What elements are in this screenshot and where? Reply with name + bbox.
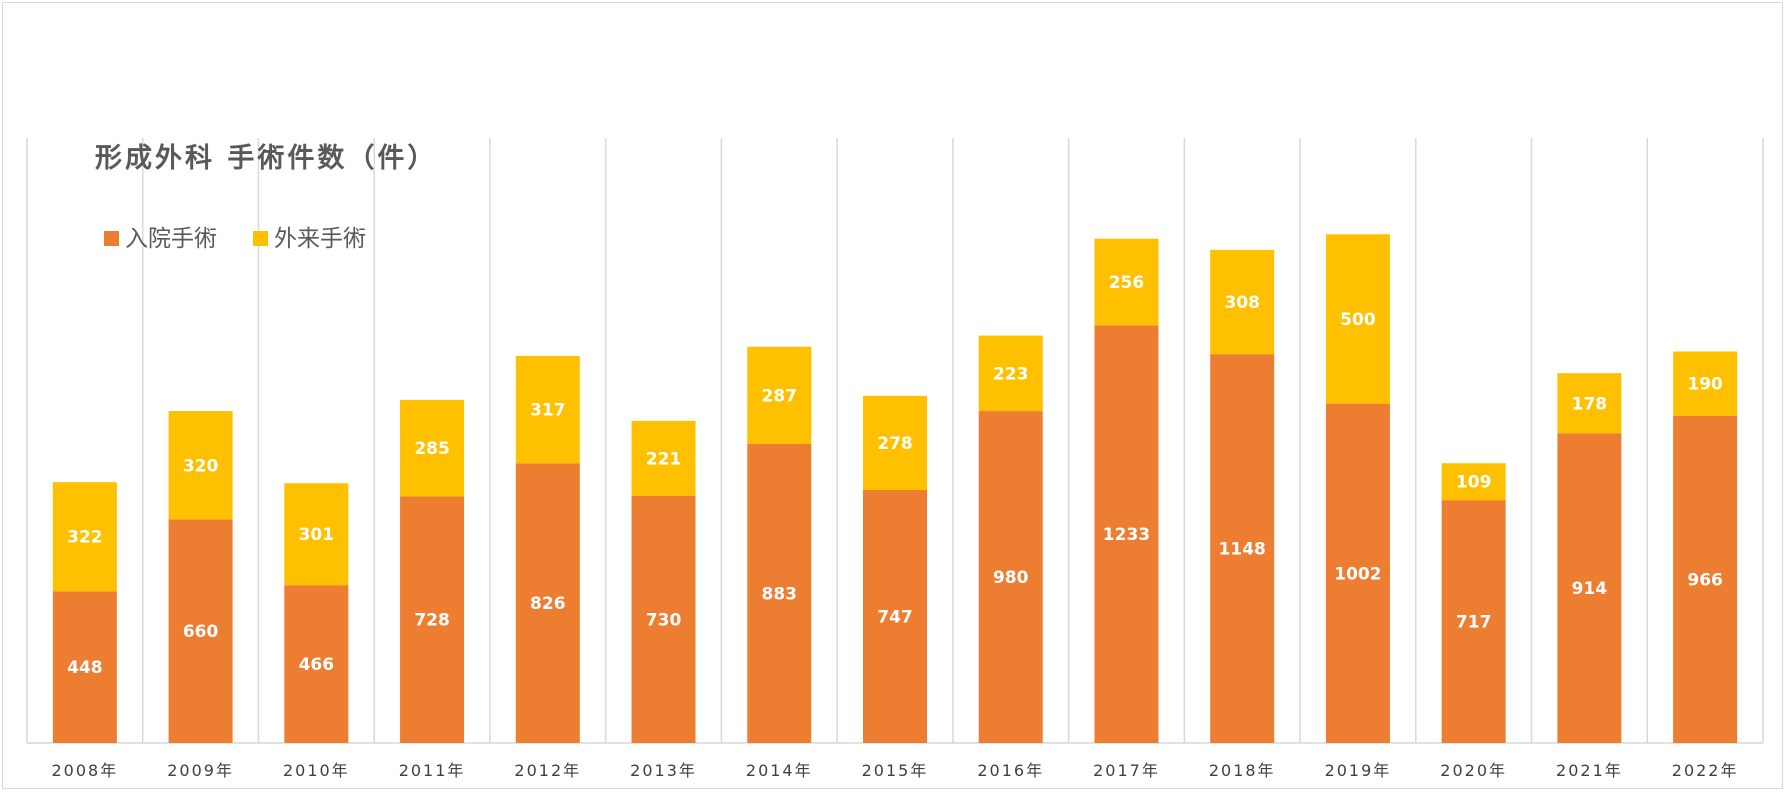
bar-outpatient bbox=[1673, 351, 1738, 416]
data-label-outpatient: 256 bbox=[1109, 273, 1145, 293]
data-label-outpatient: 287 bbox=[762, 386, 798, 406]
bar-outpatient bbox=[284, 483, 349, 586]
bar-outpatient bbox=[52, 482, 117, 592]
legend: 入院手術 外来手術 bbox=[104, 226, 366, 252]
data-label-outpatient: 178 bbox=[1572, 394, 1608, 414]
data-label-outpatient: 317 bbox=[530, 401, 566, 421]
data-label-inpatient: 747 bbox=[877, 607, 913, 627]
x-tick-label: 2010年 bbox=[283, 761, 350, 780]
data-label-outpatient: 320 bbox=[183, 456, 219, 476]
bar-outpatient bbox=[168, 411, 233, 520]
bar-inpatient bbox=[747, 443, 812, 743]
x-tick-label: 2011年 bbox=[399, 761, 466, 780]
bar-inpatient bbox=[1325, 403, 1390, 743]
data-label-outpatient: 308 bbox=[1224, 293, 1260, 313]
x-tick-label: 2012年 bbox=[514, 761, 581, 780]
bar-inpatient bbox=[1210, 354, 1275, 743]
bar-outpatient bbox=[631, 420, 696, 496]
x-axis-ticks: 2008年 2009年 2010年 2011年 2012年 2013年 2014年 2015年… bbox=[51, 761, 1739, 780]
bar-inpatient bbox=[1557, 433, 1622, 743]
bar-inpatient bbox=[978, 411, 1043, 743]
chart-title: 形成外科 手術件数（件） bbox=[95, 143, 437, 174]
data-label-inpatient: 883 bbox=[762, 584, 798, 604]
data-label-inpatient: 1002 bbox=[1334, 564, 1381, 584]
data-label-inpatient: 466 bbox=[299, 655, 335, 675]
data-label-outpatient: 223 bbox=[993, 364, 1029, 384]
data-label-outpatient: 190 bbox=[1687, 375, 1723, 395]
data-label-inpatient: 1233 bbox=[1103, 525, 1150, 545]
data-label-inpatient: 980 bbox=[993, 568, 1029, 588]
data-label-inpatient: 826 bbox=[530, 594, 566, 614]
stacked-bar-chart: 448 322 660 320 466 301 728 285 826 317 730 221 883 2… bbox=[26, 138, 1764, 780]
legend-label-inpatient: 入院手術 bbox=[125, 226, 217, 252]
x-tick-label: 2014年 bbox=[746, 761, 813, 780]
bar-outpatient bbox=[1210, 249, 1275, 355]
legend-swatch-outpatient bbox=[253, 231, 268, 246]
bar-outpatient bbox=[1094, 238, 1159, 326]
bar-outpatient bbox=[515, 355, 580, 464]
data-label-inpatient: 1148 bbox=[1219, 540, 1266, 560]
x-tick-label: 2013年 bbox=[630, 761, 697, 780]
bar-inpatient bbox=[1441, 500, 1506, 743]
bar-outpatient bbox=[400, 399, 465, 497]
x-tick-label: 2021年 bbox=[1556, 761, 1623, 780]
bar-outpatient bbox=[1441, 463, 1506, 501]
data-labels: 448 322 660 320 466 301 728 285 826 317 730 221 883 2… bbox=[67, 273, 1723, 678]
x-tick-label: 2009年 bbox=[167, 761, 234, 780]
x-tick-label: 2008年 bbox=[51, 761, 118, 780]
bar-inpatient bbox=[400, 496, 465, 743]
legend-swatch-inpatient bbox=[104, 231, 119, 246]
bar-inpatient bbox=[1673, 415, 1738, 743]
data-label-outpatient: 500 bbox=[1340, 310, 1376, 330]
bar-outpatient bbox=[1325, 234, 1390, 404]
bar-inpatient bbox=[168, 519, 233, 743]
bar-inpatient bbox=[631, 495, 696, 743]
x-tick-label: 2018年 bbox=[1209, 761, 1276, 780]
data-label-inpatient: 966 bbox=[1687, 570, 1723, 590]
data-label-inpatient: 448 bbox=[67, 658, 103, 678]
bar-inpatient bbox=[515, 463, 580, 743]
x-tick-label: 2020年 bbox=[1440, 761, 1507, 780]
data-label-inpatient: 660 bbox=[183, 622, 219, 642]
data-label-outpatient: 109 bbox=[1456, 473, 1492, 493]
data-label-outpatient: 322 bbox=[67, 528, 103, 548]
bar-outpatient bbox=[978, 335, 1043, 412]
x-tick-label: 2019年 bbox=[1325, 761, 1392, 780]
bar-inpatient bbox=[52, 591, 117, 743]
data-label-outpatient: 301 bbox=[299, 525, 335, 545]
data-label-inpatient: 728 bbox=[414, 611, 450, 631]
bars bbox=[52, 234, 1738, 743]
legend-label-outpatient: 外来手術 bbox=[274, 226, 366, 252]
data-label-inpatient: 730 bbox=[646, 610, 682, 630]
x-tick-label: 2022年 bbox=[1672, 761, 1739, 780]
x-tick-label: 2017年 bbox=[1093, 761, 1160, 780]
data-label-inpatient: 717 bbox=[1456, 613, 1492, 633]
data-label-outpatient: 221 bbox=[646, 449, 682, 469]
bar-outpatient bbox=[1557, 373, 1622, 434]
bar-outpatient bbox=[863, 395, 927, 490]
data-label-outpatient: 285 bbox=[414, 439, 450, 459]
bar-inpatient bbox=[863, 489, 927, 743]
data-label-inpatient: 914 bbox=[1572, 579, 1608, 599]
x-tick-label: 2015年 bbox=[862, 761, 929, 780]
bar-inpatient bbox=[284, 585, 349, 743]
data-label-outpatient: 278 bbox=[877, 434, 913, 454]
bar-outpatient bbox=[747, 346, 812, 444]
bar-inpatient bbox=[1094, 325, 1159, 743]
x-tick-label: 2016年 bbox=[977, 761, 1044, 780]
